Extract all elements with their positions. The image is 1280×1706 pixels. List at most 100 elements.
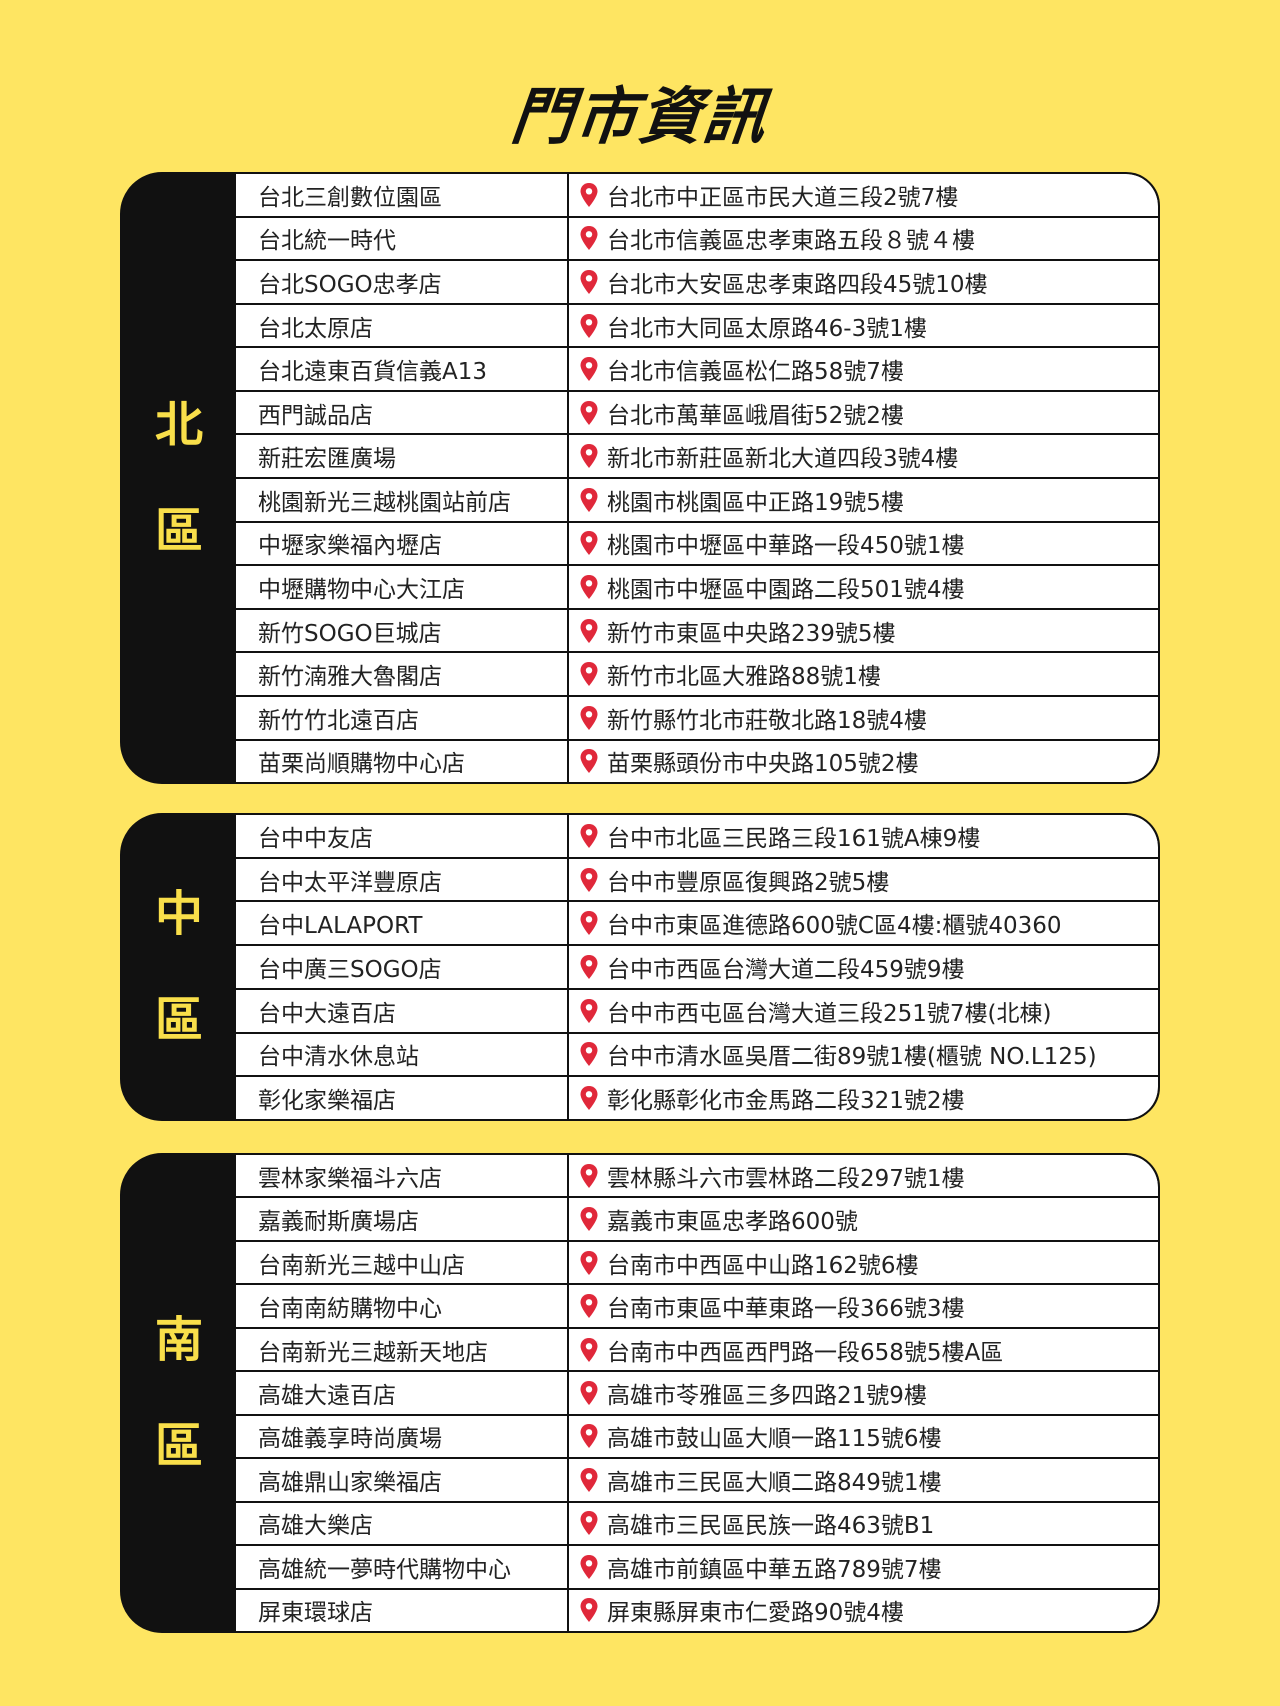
map-pin-icon — [579, 1085, 599, 1111]
store-address-cell: 台北市中正區市民大道三段2號7樓 — [569, 174, 1158, 216]
store-name: 台中廣三SOGO店 — [236, 946, 569, 988]
store-table: 台北三創數位園區 台北市中正區市民大道三段2號7樓 台北統一時代 台北市信義區忠… — [236, 174, 1158, 782]
store-row: 高雄義享時尚廣場 高雄市鼓山區大順一路115號6樓 — [236, 1415, 1158, 1460]
store-address: 高雄市苓雅區三多四路21號9樓 — [607, 1382, 927, 1409]
map-pin-icon — [579, 954, 599, 980]
store-row: 台北太原店 台北市大同區太原路46-3號1樓 — [236, 304, 1158, 349]
store-row: 台北SOGO忠孝店 台北市大安區忠孝東路四段45號10樓 — [236, 261, 1158, 305]
store-address: 高雄市三民區民族一路463號B1 — [607, 1513, 935, 1540]
map-pin-icon — [579, 1041, 599, 1067]
map-pin-icon — [579, 313, 599, 339]
store-address-cell: 屏東縣屏東市仁愛路90號4樓 — [569, 1590, 1158, 1631]
store-address-cell: 台中市西區台灣大道二段459號9樓 — [569, 946, 1158, 988]
store-address: 台中市豐原區復興路2號5樓 — [607, 869, 890, 896]
store-address: 台南市中西區西門路一段658號5樓A區 — [607, 1339, 1004, 1366]
store-address-cell: 台中市豐原區復興路2號5樓 — [569, 859, 1158, 901]
map-pin-icon — [579, 1250, 599, 1276]
store-name: 高雄統一夢時代購物中心 — [236, 1546, 569, 1588]
store-address: 台南市東區中華東路一段366號3樓 — [607, 1296, 965, 1323]
map-pin-icon — [579, 1423, 599, 1449]
map-pin-icon — [579, 1597, 599, 1623]
region-label-char: 南 — [154, 1312, 203, 1368]
store-name: 新莊宏匯廣場 — [236, 435, 569, 478]
store-address-cell: 桃園市中壢區中園路二段501號4樓 — [569, 566, 1158, 608]
store-name: 台南南紡購物中心 — [236, 1285, 569, 1327]
store-row: 台中廣三SOGO店 台中市西區台灣大道二段459號9樓 — [236, 946, 1158, 990]
store-address: 彰化縣彰化市金馬路二段321號2樓 — [607, 1088, 965, 1115]
store-row: 雲林家樂福斗六店 雲林縣斗六市雲林路二段297號1樓 — [236, 1155, 1158, 1199]
store-address: 台中市西區台灣大道二段459號9樓 — [607, 957, 965, 984]
store-row: 台北統一時代 台北市信義區忠孝東路五段８號４樓 — [236, 217, 1158, 262]
store-name: 西門誠品店 — [236, 391, 569, 434]
store-row: 中壢購物中心大江店 桃園市中壢區中園路二段501號4樓 — [236, 566, 1158, 610]
store-address-cell: 高雄市三民區民族一路463號B1 — [569, 1503, 1158, 1544]
store-row: 高雄鼎山家樂福店 高雄市三民區大順二路849號1樓 — [236, 1459, 1158, 1503]
store-row: 高雄大樂店 高雄市三民區民族一路463號B1 — [236, 1502, 1158, 1547]
map-pin-icon — [579, 1510, 599, 1536]
store-name: 高雄大遠百店 — [236, 1372, 569, 1414]
store-name: 嘉義耐斯廣場店 — [236, 1198, 569, 1240]
map-pin-icon — [579, 867, 599, 893]
store-name: 台南新光三越新天地店 — [236, 1328, 569, 1371]
store-row: 台南新光三越新天地店 台南市中西區西門路一段658號5樓A區 — [236, 1328, 1158, 1373]
store-address: 新北市新莊區新北大道四段3號4樓 — [607, 446, 959, 473]
store-row: 新莊宏匯廣場 新北市新莊區新北大道四段3號4樓 — [236, 435, 1158, 480]
store-address-cell: 新竹縣竹北市莊敬北路18號4樓 — [569, 697, 1158, 739]
store-address-cell: 嘉義市東區忠孝路600號 — [569, 1198, 1158, 1239]
store-address-cell: 台北市萬華區峨眉街52號2樓 — [569, 392, 1158, 434]
store-name: 新竹竹北遠百店 — [236, 696, 569, 739]
store-address-cell: 新北市新莊區新北大道四段3號4樓 — [569, 435, 1158, 477]
store-address: 新竹縣竹北市莊敬北路18號4樓 — [607, 707, 927, 734]
store-row: 嘉義耐斯廣場店 嘉義市東區忠孝路600號 — [236, 1198, 1158, 1242]
map-pin-icon — [579, 748, 599, 774]
store-row: 屏東環球店 屏東縣屏東市仁愛路90號4樓 — [236, 1589, 1158, 1631]
store-name: 高雄大樂店 — [236, 1502, 569, 1545]
map-pin-icon — [579, 705, 599, 731]
store-row: 台中清水休息站 台中市清水區吳厝二街89號1樓(櫃號 NO.L125) — [236, 1033, 1158, 1078]
map-pin-icon — [579, 356, 599, 382]
store-row: 台北三創數位園區 台北市中正區市民大道三段2號7樓 — [236, 174, 1158, 218]
store-name: 台中LALAPORT — [236, 902, 569, 945]
store-name: 台北三創數位園區 — [236, 174, 569, 216]
store-address-cell: 台南市東區中華東路一段366號3樓 — [569, 1285, 1158, 1326]
store-address: 高雄市三民區大順二路849號1樓 — [607, 1469, 942, 1496]
store-name: 台北太原店 — [236, 304, 569, 347]
map-pin-icon — [579, 487, 599, 513]
map-pin-icon — [579, 1163, 599, 1189]
store-address: 雲林縣斗六市雲林路二段297號1樓 — [607, 1165, 965, 1192]
store-row: 高雄大遠百店 高雄市苓雅區三多四路21號9樓 — [236, 1372, 1158, 1416]
region-label-char: 區 — [154, 992, 203, 1048]
store-name: 中壢購物中心大江店 — [236, 566, 569, 608]
store-address: 台中市東區進德路600號C區4樓:櫃號40360 — [607, 913, 1062, 940]
map-pin-icon — [579, 1467, 599, 1493]
region-panel-central: 中區 台中中友店 台中市北區三民路三段161號A棟9樓 台中太平洋豐原店 台中市… — [120, 813, 1160, 1121]
region-label-char: 區 — [154, 503, 203, 559]
store-address: 屏東縣屏東市仁愛路90號4樓 — [607, 1600, 904, 1627]
store-row: 台北遠東百貨信義A13 台北市信義區松仁路58號7樓 — [236, 348, 1158, 392]
store-address-cell: 桃園市中壢區中華路一段450號1樓 — [569, 523, 1158, 565]
store-address-cell: 新竹市東區中央路239號5樓 — [569, 610, 1158, 652]
map-pin-icon — [579, 910, 599, 936]
store-row: 台中大遠百店 台中市西屯區台灣大道三段251號7樓(北棟) — [236, 989, 1158, 1034]
store-name: 新竹SOGO巨城店 — [236, 609, 569, 652]
store-name: 苗栗尚順購物中心店 — [236, 740, 569, 782]
store-address: 嘉義市東區忠孝路600號 — [607, 1209, 858, 1236]
store-name: 高雄鼎山家樂福店 — [236, 1459, 569, 1501]
store-address: 桃園市桃園區中正路19號5樓 — [607, 489, 904, 516]
map-pin-icon — [579, 530, 599, 556]
map-pin-icon — [579, 1293, 599, 1319]
store-row: 台中LALAPORT 台中市東區進德路600號C區4樓:櫃號40360 — [236, 902, 1158, 947]
store-address-cell: 桃園市桃園區中正路19號5樓 — [569, 479, 1158, 521]
store-row: 新竹竹北遠百店 新竹縣竹北市莊敬北路18號4樓 — [236, 696, 1158, 741]
region-label-char: 中 — [154, 886, 203, 942]
store-address-cell: 高雄市苓雅區三多四路21號9樓 — [569, 1372, 1158, 1413]
store-name: 台中清水休息站 — [236, 1033, 569, 1076]
store-row: 台中太平洋豐原店 台中市豐原區復興路2號5樓 — [236, 858, 1158, 903]
store-address-cell: 新竹市北區大雅路88號1樓 — [569, 653, 1158, 695]
store-address-cell: 台中市東區進德路600號C區4樓:櫃號40360 — [569, 902, 1158, 944]
store-address: 台南市中西區中山路162號6樓 — [607, 1252, 919, 1279]
store-address-cell: 台中市清水區吳厝二街89號1樓(櫃號 NO.L125) — [569, 1034, 1158, 1076]
map-pin-icon — [579, 225, 599, 251]
store-name: 屏東環球店 — [236, 1589, 569, 1631]
store-name: 中壢家樂福內壢店 — [236, 522, 569, 565]
